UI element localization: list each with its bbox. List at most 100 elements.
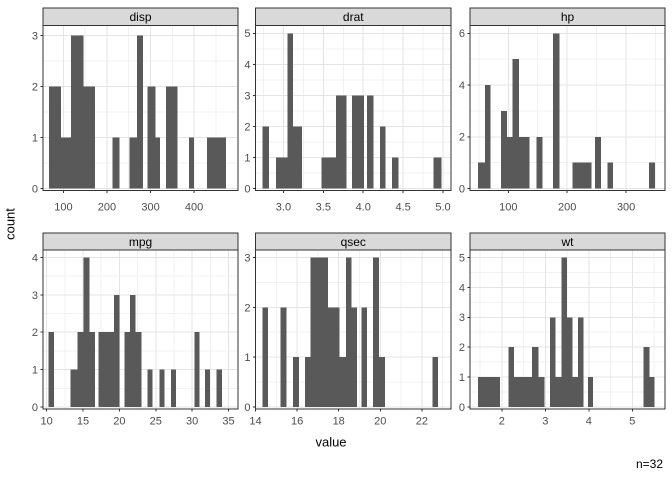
x-tick-label: 100 [54,201,72,213]
histogram-bar [587,377,594,407]
axis-ticks-and-labels: 14 16 18 20 22 0 1 2 3 [244,252,428,427]
histogram-bar [572,377,578,407]
facet-hp: hp 100 200 300 0 2 4 6 [459,7,666,213]
histogram-bar [378,357,385,407]
y-tick-label: 0 [244,402,250,414]
x-tick-label: 300 [141,201,159,213]
histogram-bar [485,85,491,189]
x-tick-label: 16 [291,415,303,427]
y-tick-label: 4 [459,80,465,92]
histogram-bar [287,33,294,189]
histogram-bar [77,332,84,407]
x-axis-title: value [315,434,347,450]
axis-ticks-and-labels: 10 15 20 25 30 35 0 1 2 3 4 [32,252,235,427]
x-tick-label: 20 [374,415,386,427]
facet-strip-label: qsec [341,235,366,249]
y-tick-label: 3 [459,312,465,324]
histogram-bar [538,377,545,407]
sample-size-annotation: n=32 [635,457,663,471]
histogram-bar [478,162,486,189]
histogram-bar [70,369,78,407]
y-tick-label: 5 [459,252,465,264]
facet-strip-label: mpg [129,235,152,249]
histogram-bar [501,110,508,189]
axis-ticks-and-labels: 3.0 3.5 4.0 4.5 5.0 0 1 2 3 4 5 [244,28,450,213]
histogram-bar [207,137,226,189]
histogram-bar [310,257,329,407]
histogram-bar [194,332,200,407]
facet-strip [42,7,239,26]
histogram-bar [432,357,439,407]
histogram-bar [135,332,142,407]
y-tick-label: 3 [244,252,250,264]
histogram-bar [567,317,573,407]
histogram-bar [60,137,71,189]
histogram-bar [339,357,346,407]
histogram-bars [262,33,442,189]
y-tick-label: 1 [244,152,250,164]
x-tick-label: 15 [77,415,89,427]
x-tick-label: 35 [222,415,234,427]
histogram-bar [345,257,352,407]
y-tick-label: 5 [244,28,250,40]
facet-strip [42,232,239,251]
histogram-bar [649,162,655,189]
histogram-bar [136,35,143,189]
axis-ticks-and-labels: 100 200 300 400 0 1 2 3 [32,31,203,214]
x-tick-label: 4.5 [395,201,410,213]
histogram-bar [379,126,386,189]
facet-mpg: mpg 10 15 20 25 30 35 0 1 2 3 4 [32,232,239,427]
histogram-bar [204,369,210,407]
y-tick-label: 2 [459,342,465,354]
x-tick-label: 100 [499,201,517,213]
histogram-bar [159,369,165,407]
y-tick-label: 1 [459,372,465,384]
histogram-bar [508,347,514,407]
y-tick-label: 2 [459,132,465,144]
histogram-bar [276,157,288,189]
histogram-bar [188,137,195,189]
histogram-bars [48,257,223,407]
facet-strip [255,7,452,26]
x-tick-label: 30 [186,415,198,427]
axis-ticks-and-labels: 100 200 300 0 2 4 6 [459,28,635,213]
histogram-bar [83,86,95,189]
x-tick-label: 5 [629,415,635,427]
histogram-bar [553,33,560,189]
x-tick-label: 18 [333,415,345,427]
histogram-bar [124,332,131,407]
facet-strip-label: disp [129,10,151,24]
y-tick-label: 1 [32,365,38,377]
histogram-bar [532,347,539,407]
y-tick-label: 3 [32,290,38,302]
histogram-bar [512,59,519,189]
x-tick-label: 200 [98,201,116,213]
histogram-bar [262,307,269,407]
histogram-bar [155,137,161,189]
histogram-bar [83,257,90,407]
histogram-bar [607,162,614,189]
y-tick-label: 1 [32,133,38,145]
x-tick-label: 300 [617,201,635,213]
y-tick-label: 4 [459,282,465,294]
axis-ticks-and-labels: 2 3 4 5 0 1 2 3 4 5 [459,252,636,427]
x-tick-label: 22 [416,415,428,427]
y-tick-label: 3 [32,31,38,43]
x-tick-label: 10 [41,415,53,427]
histogram-bar [550,317,556,407]
y-tick-label: 0 [244,183,250,195]
histogram-bar [649,377,655,407]
histogram-bar [507,136,513,189]
histogram-bar [536,136,543,189]
x-tick-label: 3.0 [276,201,291,213]
histogram-bar [513,377,533,407]
histogram-bar [555,377,562,407]
histogram-bar [367,95,374,189]
y-tick-label: 1 [244,352,250,364]
histogram-bar [262,126,270,189]
histogram-bar [373,257,379,407]
y-tick-label: 2 [244,302,250,314]
histogram-bars [262,257,439,407]
histogram-bar [89,332,96,407]
